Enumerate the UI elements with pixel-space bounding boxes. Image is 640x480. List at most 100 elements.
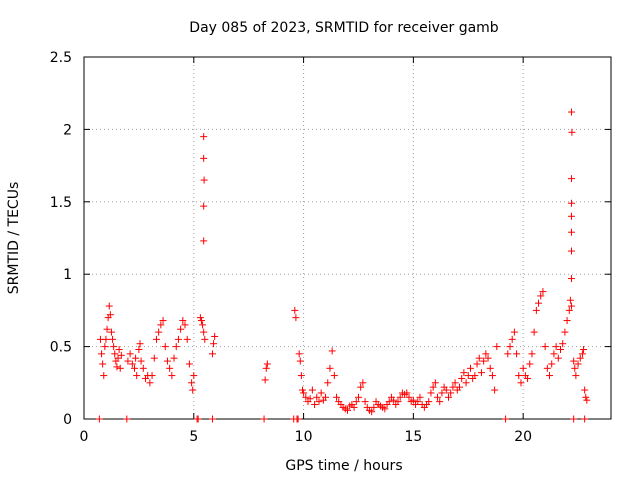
data-point [537, 292, 545, 300]
data-point [580, 345, 588, 353]
data-point [201, 335, 209, 343]
data-point [486, 364, 494, 372]
data-point [361, 398, 369, 406]
data-point [95, 415, 103, 423]
data-point [111, 350, 119, 358]
data-point [261, 376, 269, 384]
y-tick-label: 1.5 [50, 195, 72, 211]
data-point [105, 302, 113, 310]
data-point [405, 393, 413, 401]
data-point [292, 314, 300, 322]
data-point [103, 325, 111, 333]
data-point [477, 369, 485, 377]
data-point [168, 372, 176, 380]
data-point [133, 372, 141, 380]
data-point [131, 364, 139, 372]
data-point [161, 343, 169, 351]
data-point [137, 357, 145, 365]
data-point [508, 335, 516, 343]
data-point [136, 340, 144, 348]
data-point [552, 343, 560, 351]
data-point [98, 350, 106, 358]
x-tick-label: 20 [514, 429, 532, 445]
data-point [135, 345, 143, 353]
data-point [200, 133, 208, 141]
data-point [381, 405, 389, 413]
data-point [157, 321, 165, 329]
data-point [567, 247, 575, 255]
data-point [315, 398, 323, 406]
data-point [200, 328, 208, 336]
data-point [524, 374, 532, 382]
data-point [458, 374, 466, 382]
data-point [445, 393, 453, 401]
data-point [403, 389, 411, 397]
y-tick-label: 1 [63, 267, 72, 283]
x-axis-title: GPS time / hours [285, 458, 402, 474]
y-tick-label: 2.5 [50, 50, 72, 66]
data-point [177, 325, 185, 333]
data-point [185, 360, 193, 368]
data-point [117, 351, 125, 359]
data-point [530, 328, 538, 336]
data-point [106, 311, 114, 319]
data-point [535, 299, 543, 307]
data-point [515, 372, 523, 380]
data-point [159, 317, 167, 325]
data-point [324, 379, 332, 387]
data-point [436, 398, 444, 406]
axis-ticks [83, 56, 611, 420]
data-point [449, 383, 457, 391]
data-point [308, 386, 316, 394]
data-point [513, 350, 521, 358]
data-point [263, 360, 271, 368]
data-point [99, 360, 107, 368]
data-point [174, 335, 182, 343]
data-point [519, 364, 527, 372]
data-point [294, 415, 302, 423]
data-point [565, 306, 573, 314]
data-point [434, 393, 442, 401]
data-point [123, 415, 131, 423]
data-point [543, 364, 551, 372]
data-point [155, 328, 163, 336]
data-point [208, 415, 216, 423]
data-point [385, 398, 393, 406]
data-point [425, 398, 433, 406]
y-tick-label: 0.5 [50, 340, 72, 356]
data-point [139, 364, 147, 372]
data-point [493, 343, 501, 351]
data-point [416, 393, 424, 401]
data-point [576, 354, 584, 362]
y-tick-label: 2 [63, 122, 72, 138]
data-point [211, 332, 219, 340]
data-point [200, 176, 208, 184]
data-point [409, 396, 417, 404]
data-point [126, 350, 134, 358]
data-point [396, 393, 404, 401]
data-point [114, 354, 122, 362]
data-point [570, 415, 578, 423]
data-point [333, 393, 341, 401]
data-point [442, 386, 450, 394]
data-point [394, 398, 402, 406]
data-point [556, 345, 564, 353]
data-point [107, 328, 115, 336]
data-point [561, 328, 569, 336]
data-point [414, 398, 422, 406]
data-point [567, 302, 575, 310]
data-point [482, 350, 490, 358]
data-point [567, 199, 575, 207]
data-point [550, 350, 558, 358]
data-point [572, 372, 580, 380]
x-tick-label: 10 [295, 429, 313, 445]
data-point [124, 357, 132, 365]
data-point [567, 212, 575, 220]
data-point [539, 288, 547, 296]
data-point [526, 360, 534, 368]
data-point [475, 354, 483, 362]
data-point [101, 343, 109, 351]
data-point [546, 372, 554, 380]
data-point [574, 360, 582, 368]
data-point [199, 321, 207, 329]
